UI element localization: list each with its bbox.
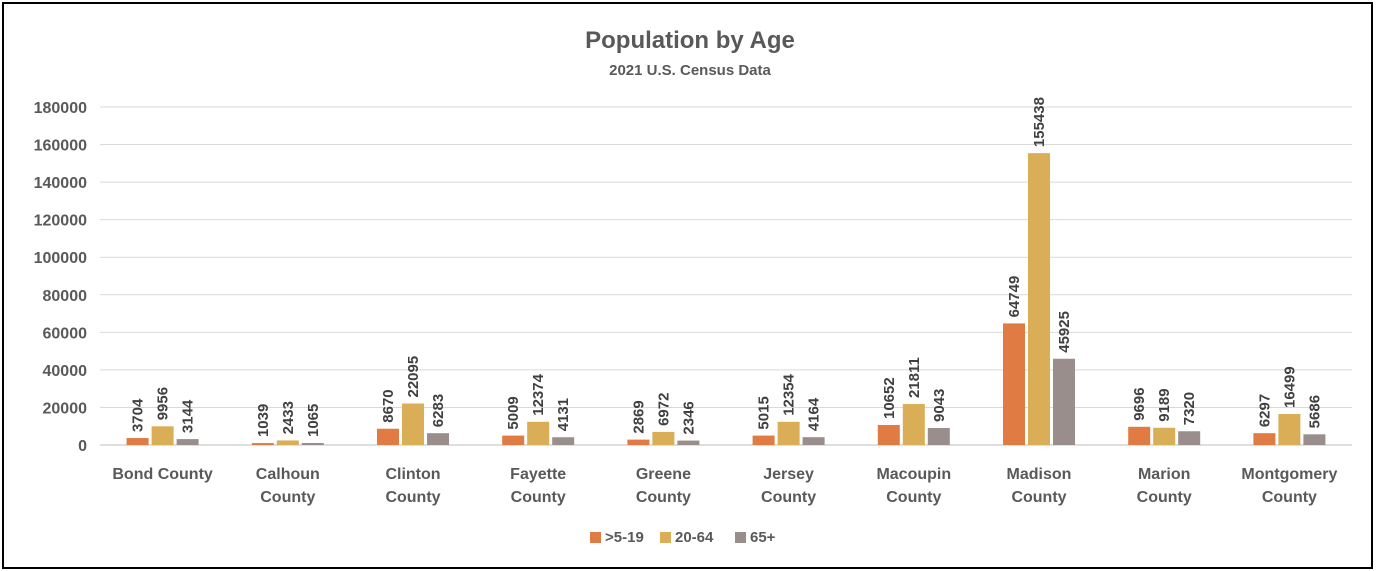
data-label: 4164 xyxy=(806,397,823,431)
data-label: 1039 xyxy=(255,404,272,437)
data-label: 2346 xyxy=(680,401,697,434)
bar xyxy=(877,424,900,445)
bar xyxy=(402,403,424,445)
y-tick-label: 180000 xyxy=(34,100,87,117)
y-tick-label: 80000 xyxy=(43,288,88,305)
bar xyxy=(1178,431,1201,445)
y-tick-label: 160000 xyxy=(34,138,87,155)
legend-label: 20-64 xyxy=(675,529,714,546)
data-label: 6297 xyxy=(1256,394,1273,427)
y-tick-label: 120000 xyxy=(34,213,87,230)
y-tick-label: 0 xyxy=(78,438,87,455)
y-tick-label: 140000 xyxy=(34,175,87,192)
x-category-label: Macoupin County xyxy=(876,466,951,506)
legend-label: >5-19 xyxy=(605,529,644,546)
bar xyxy=(377,428,399,445)
legend-swatch xyxy=(660,532,671,543)
chart-title: Population by Age xyxy=(585,27,795,54)
bar xyxy=(151,426,174,445)
data-label: 12374 xyxy=(530,373,547,415)
data-label: 16499 xyxy=(1281,366,1298,408)
bar xyxy=(527,421,550,445)
x-category-label: Clinton County xyxy=(385,466,440,506)
data-label: 9043 xyxy=(931,389,948,422)
data-label: 21811 xyxy=(906,357,923,398)
x-category-label: Montgomery County xyxy=(1241,466,1337,506)
y-tick-label: 20000 xyxy=(43,400,88,417)
legend-label: 65+ xyxy=(750,529,776,546)
data-label: 12354 xyxy=(781,373,798,415)
bar xyxy=(176,439,199,445)
bar xyxy=(752,435,775,445)
data-label: 3704 xyxy=(130,398,147,432)
legend: >5-19 20-64 65+ xyxy=(590,529,776,546)
bar xyxy=(301,443,324,445)
data-label: 64749 xyxy=(1006,276,1023,318)
data-label: 9696 xyxy=(1131,387,1148,420)
data-label: 9956 xyxy=(155,387,172,420)
x-category-label: Jersey County xyxy=(761,466,816,506)
data-label: 7320 xyxy=(1181,392,1198,425)
bar xyxy=(1003,323,1025,445)
x-category-label: Madison County xyxy=(1007,466,1072,506)
data-label: 22095 xyxy=(405,356,422,398)
data-label: 8670 xyxy=(380,389,397,422)
x-category-label: Greene County xyxy=(636,466,691,506)
y-tick-label: 100000 xyxy=(34,250,87,267)
y-axis-ticks: 0 20000 40000 60000 80000 100000 120000 140000 1… xyxy=(34,100,87,455)
bar xyxy=(1278,414,1301,445)
bar xyxy=(677,440,700,445)
bar xyxy=(1028,153,1050,445)
bars xyxy=(126,153,1326,445)
x-category-label: Calhoun County xyxy=(256,466,320,506)
bar xyxy=(552,437,575,445)
bar xyxy=(1303,434,1326,445)
data-label: 9189 xyxy=(1156,388,1173,421)
data-label: 2433 xyxy=(280,401,297,434)
bar xyxy=(802,437,825,445)
bar xyxy=(502,435,525,445)
data-label: 4131 xyxy=(555,398,572,431)
data-label: 3144 xyxy=(180,399,197,433)
x-category-label: Marion County xyxy=(1137,466,1192,506)
bar xyxy=(627,439,650,445)
data-label: 6283 xyxy=(430,394,447,427)
bar xyxy=(427,433,449,445)
bar xyxy=(1153,427,1176,445)
data-label: 1065 xyxy=(305,404,322,437)
legend-swatch xyxy=(735,532,746,543)
x-category-label: Bond County xyxy=(112,466,213,483)
bar xyxy=(1253,433,1276,445)
y-tick-label: 60000 xyxy=(43,325,88,342)
legend-swatch xyxy=(590,532,601,543)
data-label: 5015 xyxy=(756,396,773,429)
bar xyxy=(777,421,800,445)
bar xyxy=(1053,358,1075,445)
bar xyxy=(126,438,149,445)
x-category-label: Fayette County xyxy=(510,466,566,506)
bar xyxy=(652,431,675,445)
bar xyxy=(251,443,274,445)
data-label: 45925 xyxy=(1056,311,1073,353)
bar xyxy=(276,440,299,445)
data-label: 5009 xyxy=(505,396,522,429)
x-axis-categories: Bond County Calhoun County Clinton County Fay… xyxy=(112,466,1337,506)
chart-subtitle: 2021 U.S. Census Data xyxy=(609,62,771,79)
data-label: 2869 xyxy=(630,400,647,433)
bar xyxy=(902,404,925,445)
data-labels: 3704 9956 3144 1039 2433 1065 8670 22095 6283 500… xyxy=(130,97,1324,437)
bar xyxy=(1128,426,1151,445)
bar xyxy=(927,428,950,445)
data-label: 155438 xyxy=(1031,97,1048,147)
y-tick-label: 40000 xyxy=(43,363,88,380)
data-label: 6972 xyxy=(655,393,672,426)
data-label: 10652 xyxy=(881,377,898,419)
data-label: 5686 xyxy=(1306,395,1323,428)
